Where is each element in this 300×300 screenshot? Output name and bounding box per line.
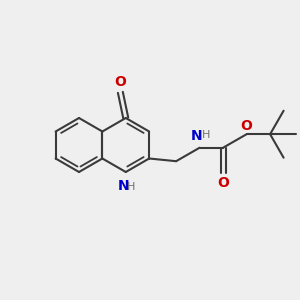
Text: O: O [217,176,229,190]
Text: H: H [202,130,210,140]
Text: O: O [114,75,126,89]
Text: N: N [191,129,203,143]
Text: H: H [127,182,135,192]
Text: O: O [241,119,253,133]
Text: N: N [118,179,130,193]
